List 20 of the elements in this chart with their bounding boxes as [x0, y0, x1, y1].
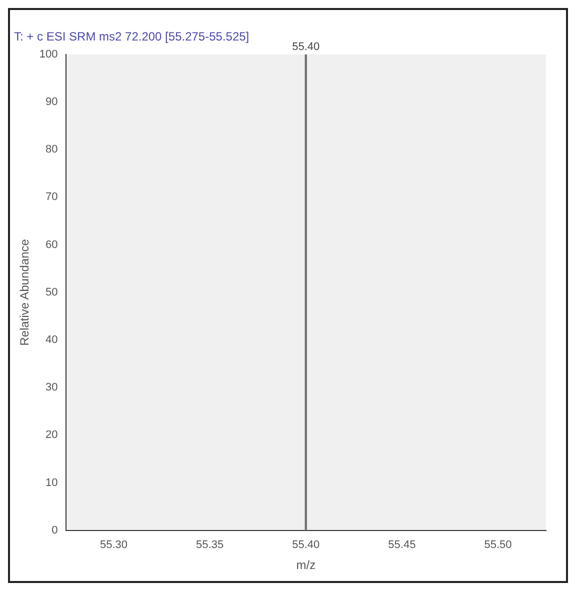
y-tick-label: 0 — [52, 524, 58, 536]
y-tick-label: 30 — [46, 382, 58, 394]
y-tick-label: 60 — [46, 238, 58, 251]
y-tick-label: 20 — [46, 429, 58, 442]
x-axis-title: m/z — [296, 558, 316, 572]
y-axis-title: Relative Abundance — [18, 238, 32, 346]
y-tick-label: 40 — [46, 334, 58, 346]
x-tick-label: 55.30 — [100, 539, 128, 552]
chart-title: T: + c ESI SRM ms2 72.200 [55.275-55.525] — [14, 30, 250, 44]
y-tick-label: 70 — [46, 191, 58, 204]
y-tick-label: 50 — [46, 286, 58, 298]
x-tick-label: 55.40 — [292, 539, 320, 552]
x-tick-label: 55.45 — [388, 539, 416, 552]
y-tick-label: 80 — [46, 144, 58, 156]
y-tick-label: 10 — [46, 476, 58, 489]
x-tick-label: 55.35 — [196, 539, 224, 552]
x-tick-label: 55.50 — [484, 539, 512, 552]
y-tick-label: 100 — [39, 48, 58, 60]
y-tick-label: 90 — [46, 96, 58, 108]
annotation: 55.40 — [292, 40, 320, 53]
